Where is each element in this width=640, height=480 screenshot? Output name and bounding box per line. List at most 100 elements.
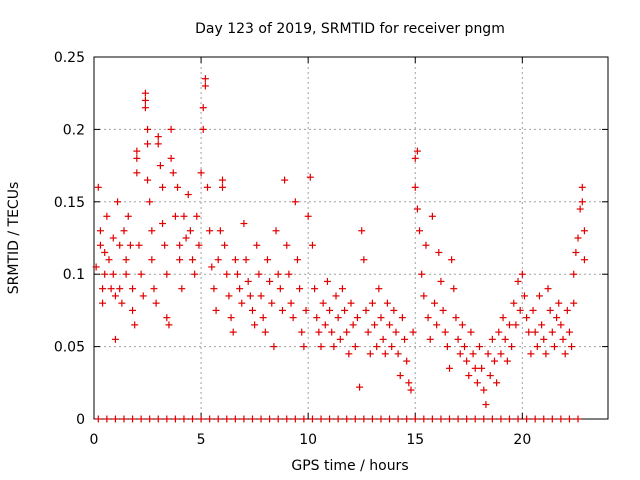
data-point [341,306,349,314]
data-point [523,415,531,423]
data-point [553,314,561,322]
data-point [116,241,124,249]
data-point [285,270,293,278]
data-point [229,328,237,336]
data-point [184,191,192,199]
data-point [546,306,554,314]
data-point [356,383,364,391]
data-point [154,133,162,141]
data-point [540,335,548,343]
data-point [118,299,126,307]
data-point [238,299,246,307]
data-point [563,306,571,314]
data-point [225,292,233,300]
data-point [486,372,494,380]
data-point [246,292,254,300]
data-point [578,183,586,191]
x-axis-ticks: 0 5 10 15 20 [90,57,531,448]
data-point [570,270,578,278]
data-point [227,314,235,322]
data-point [394,415,402,423]
x-axis-label: GPS time / hours [291,458,408,474]
data-point [204,183,212,191]
data-point [99,299,107,307]
data-point [152,299,160,307]
data-point [199,104,207,112]
data-point [383,299,391,307]
data-point [503,357,511,365]
data-point [454,335,462,343]
data-point [450,285,458,293]
data-point [531,415,539,423]
data-point [148,227,156,235]
data-point [349,321,357,329]
data-point [163,415,171,423]
data-point [538,321,546,329]
data-point [287,299,295,307]
data-point [332,292,340,300]
data-point [559,335,567,343]
data-point [180,212,188,220]
data-point [248,415,256,423]
data-point [366,350,374,358]
data-point [371,321,379,329]
data-point [471,415,479,423]
data-point [259,314,267,322]
data-point [313,314,321,322]
data-point [435,248,443,256]
data-point [533,343,541,351]
data-point [161,241,169,249]
data-point [334,314,342,322]
data-point [476,343,483,351]
data-point [431,299,439,307]
data-point [368,299,376,307]
data-point [214,256,222,264]
data-point [111,335,119,343]
data-point [482,401,490,409]
data-point [336,335,344,343]
data-point [390,306,398,314]
data-point [338,285,346,293]
data-point [270,343,278,351]
data-point [499,314,507,322]
data-point [565,328,573,336]
data-point [488,415,496,423]
data-point [154,140,162,148]
data-point [197,415,205,423]
data-point [210,285,218,293]
data-point [96,227,104,235]
chart-title: Day 123 of 2019, SRMTID for receiver png… [195,21,505,37]
y-tick-label: 0.15 [54,195,85,211]
data-point [253,241,261,249]
data-point [334,415,342,423]
data-point [347,299,355,307]
data-point [413,147,421,155]
data-point [518,270,526,278]
y-tick-label: 0 [76,412,85,428]
data-point [159,183,167,191]
data-point [116,285,124,293]
data-point [223,270,231,278]
data-point [150,285,158,293]
data-point [358,227,366,235]
data-point [469,350,477,358]
y-tick-label: 0.05 [54,340,85,356]
data-point [478,364,486,372]
y-tick-label: 0.25 [54,50,85,66]
data-point [364,328,372,336]
data-point [377,415,385,423]
data-point [413,205,421,213]
data-point [311,285,319,293]
data-point [315,328,323,336]
data-point [422,241,430,249]
x-tick-label: 5 [197,432,206,448]
data-point [148,256,156,264]
data-point [323,277,331,285]
data-point [133,147,141,155]
data-point [201,75,209,83]
data-point [557,415,565,423]
data-point [186,227,194,235]
data-point [195,241,203,249]
data-point [276,285,284,293]
